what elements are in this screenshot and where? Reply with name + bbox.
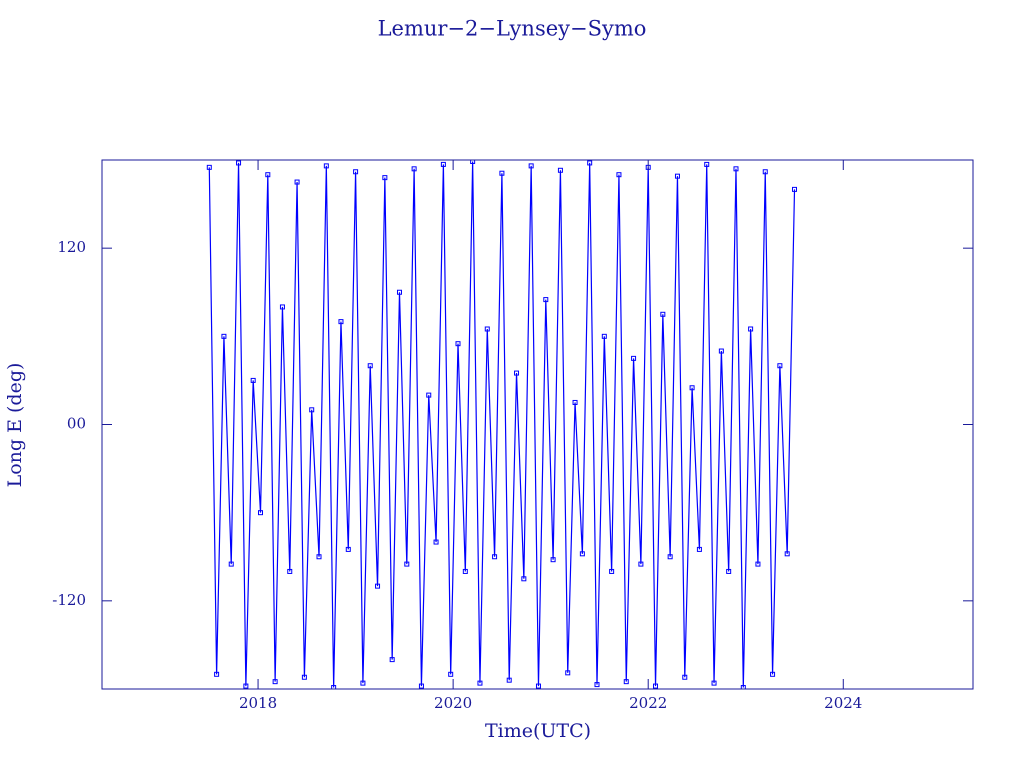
data-point [792, 186, 798, 192]
data-point [236, 160, 242, 166]
data-point [257, 510, 263, 516]
plot-area [206, 160, 798, 689]
data-point [733, 166, 739, 172]
data-point [682, 674, 688, 680]
y-tick-label: 120 [57, 238, 86, 256]
data-point [309, 407, 315, 413]
y-tick-label: -120 [52, 591, 86, 609]
data-point [696, 546, 702, 552]
data-point [711, 680, 717, 686]
data-point [762, 169, 768, 175]
data-point [660, 311, 666, 317]
data-point [477, 680, 483, 686]
x-tick-label: 2020 [434, 694, 472, 712]
data-point [411, 166, 417, 172]
data-point [316, 554, 322, 560]
data-point [784, 551, 790, 557]
data-point [294, 179, 300, 185]
data-point [418, 683, 424, 689]
data-point [367, 363, 373, 369]
data-point [704, 161, 710, 167]
data-point [550, 557, 556, 563]
data-point [667, 554, 673, 560]
data-point [375, 583, 381, 589]
data-point [506, 677, 512, 683]
data-point [543, 297, 549, 303]
data-point [338, 319, 344, 325]
data-point [521, 576, 527, 582]
data-point [616, 172, 622, 178]
x-tick-label: 2024 [824, 694, 862, 712]
data-point [360, 680, 366, 686]
y-tick-label: 00 [67, 415, 86, 433]
data-point [287, 568, 293, 574]
data-point [272, 679, 278, 685]
data-point [631, 355, 637, 361]
x-axis-label: Time(UTC) [485, 720, 591, 742]
data-point [426, 392, 432, 398]
data-point [755, 561, 761, 567]
data-point [777, 363, 783, 369]
data-point [206, 164, 212, 170]
data-point [770, 671, 776, 677]
data-point [535, 683, 541, 689]
data-point [228, 561, 234, 567]
data-point [689, 385, 695, 391]
data-point [433, 539, 439, 545]
data-point [345, 546, 351, 552]
x-tick-label: 2018 [239, 694, 277, 712]
data-point [572, 399, 578, 405]
data-point [396, 289, 402, 295]
data-point [653, 683, 659, 689]
data-point [389, 657, 395, 663]
data-point [726, 568, 732, 574]
y-axis-label: Long E (deg) [4, 363, 26, 488]
data-point [609, 568, 615, 574]
data-point [601, 333, 607, 339]
data-point [579, 551, 585, 557]
data-point [623, 679, 629, 685]
data-point [353, 169, 359, 175]
data-point [514, 370, 520, 376]
data-point [638, 561, 644, 567]
data-point [301, 674, 307, 680]
data-point [470, 160, 476, 164]
data-point [455, 341, 461, 347]
chart-title: Lemur−2−Lynsey−Symo [378, 17, 647, 41]
data-point [462, 568, 468, 574]
data-point [484, 326, 490, 332]
x-tick-label: 2022 [629, 694, 667, 712]
data-point [492, 554, 498, 560]
data-point [221, 333, 227, 339]
data-point [674, 173, 680, 179]
data-point [323, 163, 329, 169]
data-point [243, 683, 249, 689]
data-point [587, 160, 593, 166]
data-point [499, 170, 505, 176]
data-point [382, 175, 388, 181]
data-point [557, 167, 563, 173]
data-point [448, 671, 454, 677]
data-point [265, 172, 271, 178]
data-point [594, 682, 600, 688]
data-line [208, 161, 796, 688]
data-point [250, 377, 256, 383]
data-point [528, 163, 534, 169]
data-point [331, 685, 337, 689]
data-point [565, 670, 571, 676]
data-point [404, 561, 410, 567]
data-point [740, 685, 746, 689]
data-point [440, 161, 446, 167]
data-point [279, 304, 285, 310]
data-point [214, 671, 220, 677]
data-point [748, 326, 754, 332]
data-point [718, 348, 724, 354]
